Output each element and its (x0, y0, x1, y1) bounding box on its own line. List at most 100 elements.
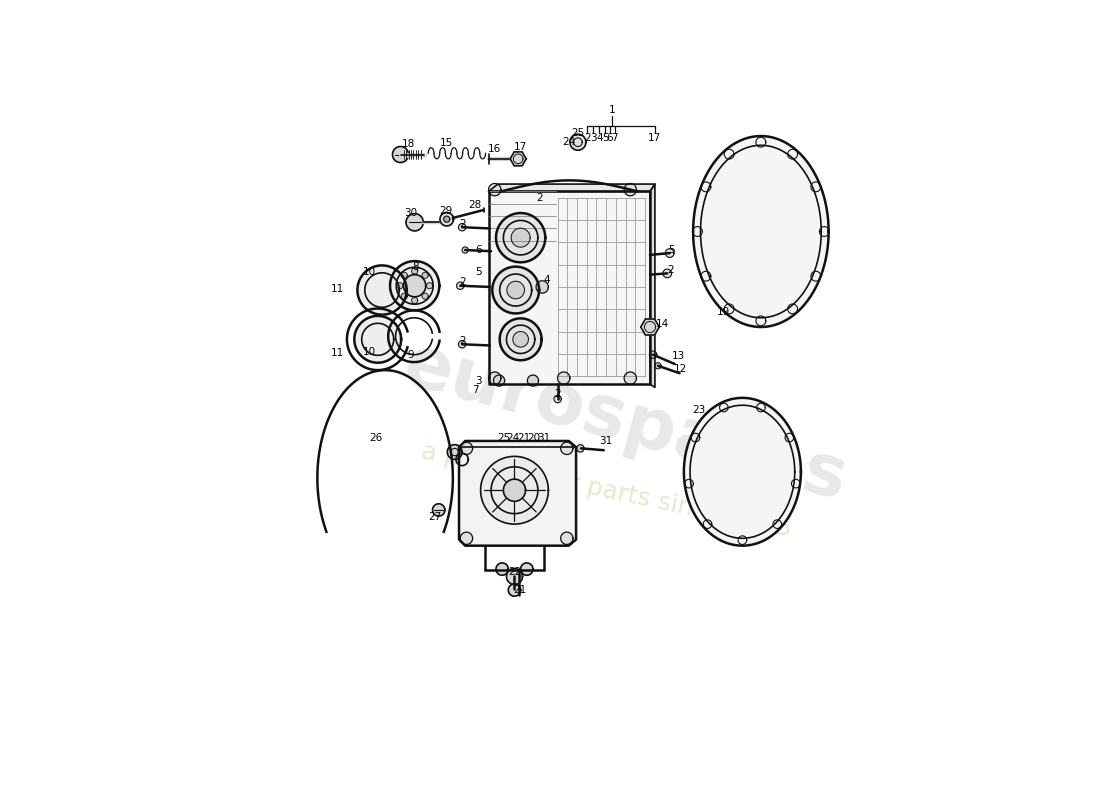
Polygon shape (684, 398, 801, 546)
Text: 11: 11 (331, 349, 344, 358)
Polygon shape (459, 441, 576, 546)
Text: 16: 16 (488, 144, 502, 154)
Text: 15: 15 (440, 138, 453, 149)
Text: 7: 7 (612, 133, 618, 143)
Text: 19: 19 (717, 306, 730, 317)
Polygon shape (459, 341, 465, 348)
Polygon shape (504, 479, 526, 502)
Polygon shape (693, 136, 828, 327)
Polygon shape (460, 532, 473, 545)
Polygon shape (393, 146, 408, 162)
Polygon shape (481, 456, 548, 524)
Polygon shape (663, 269, 671, 278)
Polygon shape (397, 282, 403, 289)
Polygon shape (493, 266, 539, 314)
Text: 4: 4 (596, 133, 603, 143)
Polygon shape (510, 152, 526, 166)
Polygon shape (462, 247, 469, 253)
Text: 20: 20 (527, 434, 540, 443)
Text: 11: 11 (331, 284, 344, 294)
Polygon shape (448, 445, 462, 459)
Polygon shape (456, 282, 464, 290)
Text: 14: 14 (656, 319, 669, 329)
Text: 24: 24 (507, 434, 520, 443)
Polygon shape (411, 268, 418, 274)
Text: 21: 21 (517, 434, 530, 443)
Polygon shape (554, 395, 561, 402)
Polygon shape (507, 282, 525, 299)
Text: 7: 7 (472, 386, 478, 395)
Text: 2: 2 (667, 266, 673, 275)
Polygon shape (406, 214, 424, 231)
Text: eurospares: eurospares (396, 330, 855, 515)
Text: 29: 29 (439, 206, 452, 216)
Polygon shape (624, 372, 637, 384)
Polygon shape (411, 298, 418, 303)
Text: 22: 22 (508, 567, 521, 577)
Text: 31: 31 (538, 434, 551, 443)
Text: 3: 3 (590, 133, 596, 143)
Polygon shape (649, 351, 657, 358)
Polygon shape (404, 274, 426, 297)
Text: 17: 17 (514, 142, 527, 152)
Polygon shape (488, 184, 654, 191)
Polygon shape (576, 445, 584, 452)
Text: 18: 18 (402, 139, 415, 149)
Polygon shape (459, 223, 465, 231)
Polygon shape (402, 272, 407, 278)
Polygon shape (650, 184, 654, 387)
Text: 26: 26 (370, 433, 383, 443)
Text: 31: 31 (600, 436, 613, 446)
Text: 9: 9 (408, 350, 415, 360)
Text: 5: 5 (475, 266, 482, 277)
Text: 2: 2 (554, 389, 561, 398)
Text: 10: 10 (363, 346, 376, 357)
Text: 27: 27 (428, 512, 441, 522)
Text: 25: 25 (571, 128, 584, 138)
Polygon shape (488, 372, 501, 384)
Polygon shape (508, 584, 520, 596)
Polygon shape (354, 316, 402, 362)
Text: a passion for parts since 1985: a passion for parts since 1985 (419, 439, 794, 542)
Polygon shape (496, 563, 508, 575)
Text: 30: 30 (405, 208, 418, 218)
Polygon shape (558, 372, 570, 384)
Polygon shape (570, 134, 586, 150)
Polygon shape (561, 532, 573, 545)
Polygon shape (488, 191, 650, 384)
Text: 28: 28 (468, 200, 481, 210)
Polygon shape (460, 442, 473, 454)
Text: 2: 2 (460, 335, 466, 346)
Text: 3: 3 (475, 376, 482, 386)
Text: 25: 25 (497, 434, 510, 443)
Polygon shape (561, 442, 573, 454)
Text: 23: 23 (693, 405, 706, 415)
Polygon shape (624, 183, 637, 196)
Text: 8: 8 (412, 262, 419, 272)
Text: 2: 2 (536, 193, 542, 202)
Polygon shape (432, 504, 444, 516)
Text: 1: 1 (608, 105, 615, 114)
Text: 2: 2 (460, 218, 466, 229)
Polygon shape (499, 318, 541, 360)
Text: 2: 2 (460, 277, 466, 287)
Polygon shape (422, 272, 428, 278)
Polygon shape (536, 281, 548, 293)
Polygon shape (654, 362, 661, 369)
Polygon shape (440, 213, 453, 226)
Polygon shape (512, 228, 530, 247)
Polygon shape (513, 331, 528, 347)
Polygon shape (427, 282, 432, 289)
Text: 6: 6 (475, 245, 482, 255)
Polygon shape (666, 249, 674, 258)
Text: 10: 10 (363, 266, 376, 277)
Polygon shape (527, 375, 539, 386)
Polygon shape (506, 569, 522, 585)
Polygon shape (520, 563, 532, 575)
Text: 13: 13 (672, 351, 685, 361)
Polygon shape (443, 216, 450, 222)
Text: 5: 5 (602, 133, 608, 143)
Polygon shape (496, 213, 546, 262)
Text: 5: 5 (668, 245, 675, 255)
Text: 21: 21 (513, 585, 526, 595)
